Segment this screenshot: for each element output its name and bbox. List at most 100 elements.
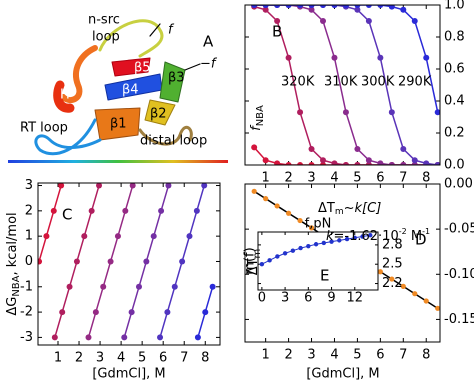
data-point [92, 309, 99, 316]
y-axis-label: m(f) [243, 247, 258, 274]
x-tick-label: 7 [399, 171, 407, 186]
data-point [297, 217, 303, 224]
x-tick-label: 5 [353, 348, 361, 363]
data-point [354, 162, 361, 165]
data-point [58, 183, 65, 189]
data-point [85, 334, 92, 341]
label-main: ΔG [5, 297, 20, 316]
panel-letter: D [415, 231, 427, 249]
data-point [262, 6, 269, 13]
data-point [143, 258, 150, 265]
structure-label: loop [92, 30, 120, 45]
x-tick-label: 6 [304, 291, 312, 306]
data-point [275, 254, 280, 259]
axes-frame [244, 4, 441, 166]
x-axis-label: [GdmCl], M [306, 367, 379, 382]
eq-part: ΔT [318, 201, 335, 216]
ribbon [59, 45, 98, 103]
x-tick-label: 1 [262, 348, 270, 363]
data-point [135, 283, 142, 290]
axes-frame [244, 183, 441, 343]
fit-part: M [407, 229, 422, 244]
strand [111, 57, 151, 77]
data-point [388, 162, 395, 165]
y-axis-label: fNBA [249, 105, 267, 131]
x-tick-label: 5 [353, 171, 361, 186]
label-main: ΔT [246, 258, 261, 275]
data-point [274, 160, 281, 165]
data-point [388, 109, 395, 116]
arrow [184, 63, 201, 71]
data-point [434, 109, 440, 116]
data-point [308, 5, 315, 8]
structure-label: RT loop [20, 121, 68, 136]
data-point [377, 5, 384, 8]
data-point [267, 258, 272, 263]
sequence-bar [8, 160, 228, 163]
y-tick-label: -2 [20, 305, 33, 320]
data-point [274, 5, 281, 8]
data-point [51, 334, 58, 341]
annotation: 320K [281, 75, 315, 90]
y-axis-label: ΔTm [246, 249, 264, 276]
data-point [400, 283, 406, 289]
x-tick-label: 4 [330, 348, 338, 363]
x-tick-label: 8 [422, 348, 430, 363]
data-point [320, 157, 326, 164]
data-point [262, 5, 269, 8]
x-tick-label: 3 [281, 291, 289, 306]
data-point [331, 54, 338, 61]
data-point [285, 54, 292, 61]
data-point [285, 5, 292, 8]
structure-label: β5 [134, 61, 151, 76]
plot-content [259, 233, 373, 267]
helix [53, 80, 75, 113]
data-point [400, 162, 407, 165]
data-point [164, 309, 171, 316]
data-point [285, 210, 292, 216]
data-point [100, 283, 107, 290]
data-point [354, 146, 361, 152]
panel-letter: A [203, 33, 214, 51]
loop [138, 125, 193, 146]
data-point [274, 18, 281, 24]
y-tick-label: 0.4 [444, 94, 465, 109]
data-point [377, 269, 383, 275]
x-tick-label: 8 [201, 351, 209, 366]
data-point [377, 160, 384, 165]
x-tick-label: 0 [258, 291, 266, 306]
annotation: 300K [361, 75, 395, 90]
label-unit: , kcal/mol [5, 212, 20, 275]
data-point [282, 251, 288, 256]
label-sub: NBA [11, 275, 22, 296]
x-tick-label: 4 [330, 171, 338, 186]
data-point [262, 157, 269, 164]
data-point [360, 234, 365, 239]
data-point [38, 258, 43, 265]
data-point [194, 334, 201, 341]
fit-exp: -2 [399, 227, 407, 236]
y-tick-label: 0.2 [444, 126, 465, 141]
data-point [342, 5, 349, 8]
panel-d-labels: D [GdmCl], M ΔTm ΔTm~k[C] k=-1.62·10-2 M… [246, 201, 431, 382]
data-point [411, 18, 418, 24]
data-point [259, 262, 265, 267]
y-tick-label: -0.10 [444, 267, 474, 282]
data-point [411, 157, 418, 164]
data-point [43, 233, 50, 240]
data-point [434, 162, 440, 165]
plot-content [251, 5, 440, 165]
data-point [251, 188, 257, 194]
data-point [157, 334, 164, 341]
y-tick-label: 2 [25, 203, 33, 218]
y-tick-label: 0.8 [444, 30, 465, 45]
panel-letter: B [272, 23, 282, 41]
eq-part: ~k[C] [344, 201, 382, 216]
structure-label: −f [200, 57, 218, 72]
data-point [337, 238, 342, 243]
strand [159, 61, 186, 103]
plot-area [38, 183, 220, 345]
strand [94, 107, 141, 141]
y-tick-label: -1 [20, 279, 33, 294]
y-tick-label: 2.8 [382, 237, 403, 252]
